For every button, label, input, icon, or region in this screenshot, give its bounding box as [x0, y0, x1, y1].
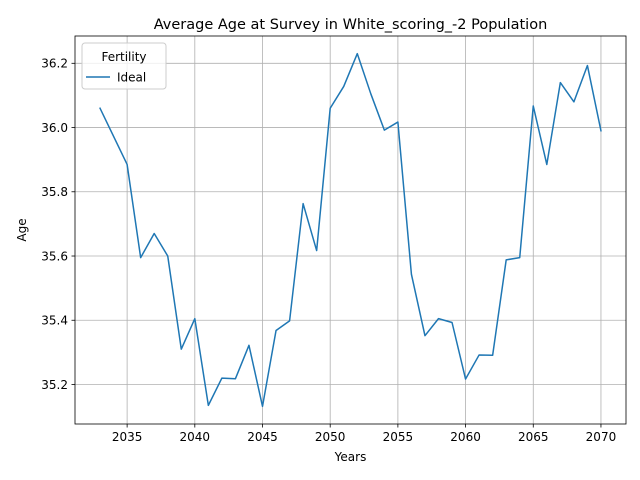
series-line-ideal	[99, 52, 602, 408]
series-layer	[99, 52, 602, 408]
y-tick-label: 35.6	[41, 249, 68, 263]
legend: Fertility Ideal	[81, 42, 167, 90]
x-tick-label: 2065	[518, 430, 549, 444]
x-tick-label: 2035	[112, 430, 143, 444]
x-axis-label: Years	[334, 450, 367, 464]
x-tick-label: 2060	[450, 430, 481, 444]
y-tick-label: 35.2	[41, 378, 68, 392]
plot-frame	[74, 35, 627, 425]
y-tick-label: 36.0	[41, 121, 68, 135]
y-tick-label: 35.4	[41, 314, 68, 328]
x-tick-label: 2040	[180, 430, 211, 444]
y-tick-label: 36.2	[41, 57, 68, 71]
grid-lines	[75, 36, 626, 424]
x-tick-label: 2050	[315, 430, 346, 444]
y-axis-label: Age	[15, 218, 29, 241]
legend-label-ideal: Ideal	[117, 71, 146, 85]
x-tick-label: 2070	[586, 430, 617, 444]
legend-title: Fertility	[101, 50, 146, 64]
x-tick-label: 2055	[383, 430, 414, 444]
axis-ticks: 2035 2040 2045 2050 2055 2060 2065 2070 35.2 35.4…	[41, 57, 616, 444]
chart-title: Average Age at Survey in White_scoring_-…	[154, 17, 548, 33]
y-tick-label: 35.8	[41, 185, 68, 199]
x-tick-label: 2045	[247, 430, 278, 444]
